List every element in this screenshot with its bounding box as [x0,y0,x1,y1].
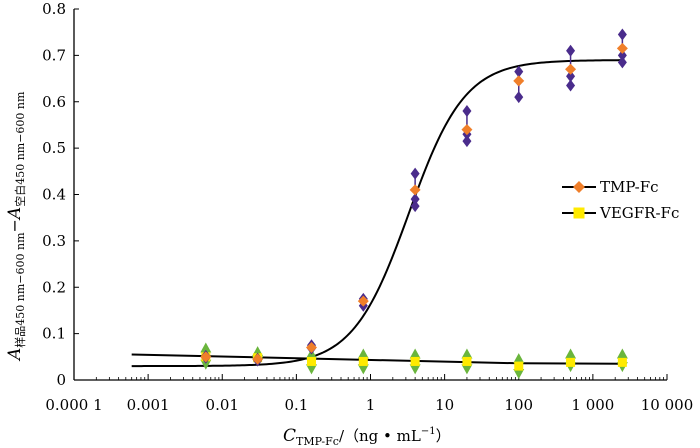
y-tick-label: 0.6 [42,93,66,111]
y-axis-title: A样品450 nm−600 nm−A空白450 nm−600 nm [5,91,27,362]
fit-curves [131,59,623,368]
tmp-fc-mean-point [252,353,264,365]
x-tick-label: 0.01 [206,396,239,414]
x-tick-label: 1 000 [571,396,614,414]
tmp-fc-replicate-point [410,193,420,206]
axes-layer [73,8,668,381]
y-axis-title-main2: A [5,207,25,221]
vegfr-fc-replicate-point [513,369,525,380]
x-tick-label: 0.000 1 [45,396,102,414]
vegfr-fc-mean-point [410,356,420,366]
x-tick-label: 0.1 [284,396,308,414]
tmp-fc-mean-point [616,42,628,54]
tmp-fc-replicate-point [514,65,524,78]
legend-label-tmp-fc: TMP-Fc [600,178,659,196]
vegfr-fc-replicate-point [200,342,212,353]
tmp-fc-mean-point [357,295,369,307]
tmp-fc-replicate-point [617,28,627,41]
legend-label-vegfr-fc: VEGFR-Fc [599,204,679,222]
y-tick-label: 0 [56,371,66,389]
tmp-fc-replicate-point [617,49,627,62]
vegfr-fc-mean-point [617,357,627,367]
tmp-fc-mean-point [409,184,421,196]
tmp-fc-replicate-point [617,56,627,69]
y-tick-label: 0.7 [42,46,66,64]
tmp-fc-replicate-point [462,135,472,148]
x-axis-title-close: ） [436,427,451,445]
vegfr-fc-replicate-point [461,364,473,375]
data-points [200,28,628,380]
fit-curve-tmp-fc [131,59,623,368]
y-axis-title-main: A [5,348,25,362]
tmp-fc-mean-point [461,124,473,136]
tmp-fc-mean-point [200,351,212,363]
x-tick-label: 10 000 [641,396,694,414]
vegfr-fc-replicate-point [357,364,369,375]
y-tick-label: 0.8 [42,0,66,18]
y-axis-title-sub1: 样品450 nm−600 nm [13,232,27,348]
y-tick-label: 0.3 [42,232,66,250]
vegfr-fc-replicate-point [616,348,628,359]
tmp-fc-mean-point [513,75,525,87]
vegfr-fc-replicate-point [357,348,369,359]
y-tick-label: 0.2 [42,278,66,296]
legend-marker-vegfr-fc [573,207,585,219]
vegfr-fc-replicate-point [409,348,421,359]
tmp-fc-mean-point [306,342,318,354]
tmp-fc-replicate-point [566,70,576,83]
vegfr-fc-replicate-point [565,348,577,359]
legend: TMP-Fc VEGFR-Fc [562,178,679,222]
tmp-fc-replicate-point [462,105,472,118]
x-axis-title-main: C [283,426,296,446]
tmp-fc-replicate-point [410,167,420,180]
tmp-fc-replicate-point [566,79,576,92]
vegfr-fc-mean-point [462,356,472,366]
x-axis-title: CTMP-Fc/（ng • mL−1） [283,426,451,448]
tmp-fc-replicate-point [514,91,524,104]
tick-labels: 0 0.1 0.2 0.3 0.4 0.5 0.6 0.7 0.8 0.000 1 0.001 0.0… [42,0,693,414]
tmp-fc-replicate-point [566,44,576,57]
vegfr-fc-replicate-point [409,364,421,375]
vegfr-fc-mean-point [358,356,368,366]
vegfr-fc-replicate-point [513,353,525,364]
x-axis-title-rest: /（ng • mL [339,427,421,445]
vegfr-fc-mean-point [307,356,317,366]
x-tick-label: 0.001 [127,396,170,414]
legend-marker-tmp-fc [573,181,585,193]
vegfr-fc-mean-point [566,357,576,367]
vegfr-fc-replicate-point [306,364,318,375]
tmp-fc-mean-point [565,63,577,75]
x-tick-label: 10 [435,396,454,414]
vegfr-fc-replicate-point [461,348,473,359]
x-tick-label: 100 [504,396,533,414]
vegfr-fc-replicate-point [200,359,212,370]
tmp-fc-replicate-point [410,200,420,213]
y-tick-label: 0.4 [42,186,66,204]
x-tick-label: 1 [366,396,376,414]
x-axis-title-sup: −1 [421,426,436,437]
y-tick-label: 0.5 [42,139,66,157]
x-axis-title-sub: TMP-Fc [296,435,339,448]
vegfr-fc-mean-point [514,361,524,371]
y-axis-title-minus: − [5,219,24,232]
y-axis-title-sub2: 空白450 nm−600 nm [13,91,27,207]
y-tick-label: 0.1 [42,325,66,343]
